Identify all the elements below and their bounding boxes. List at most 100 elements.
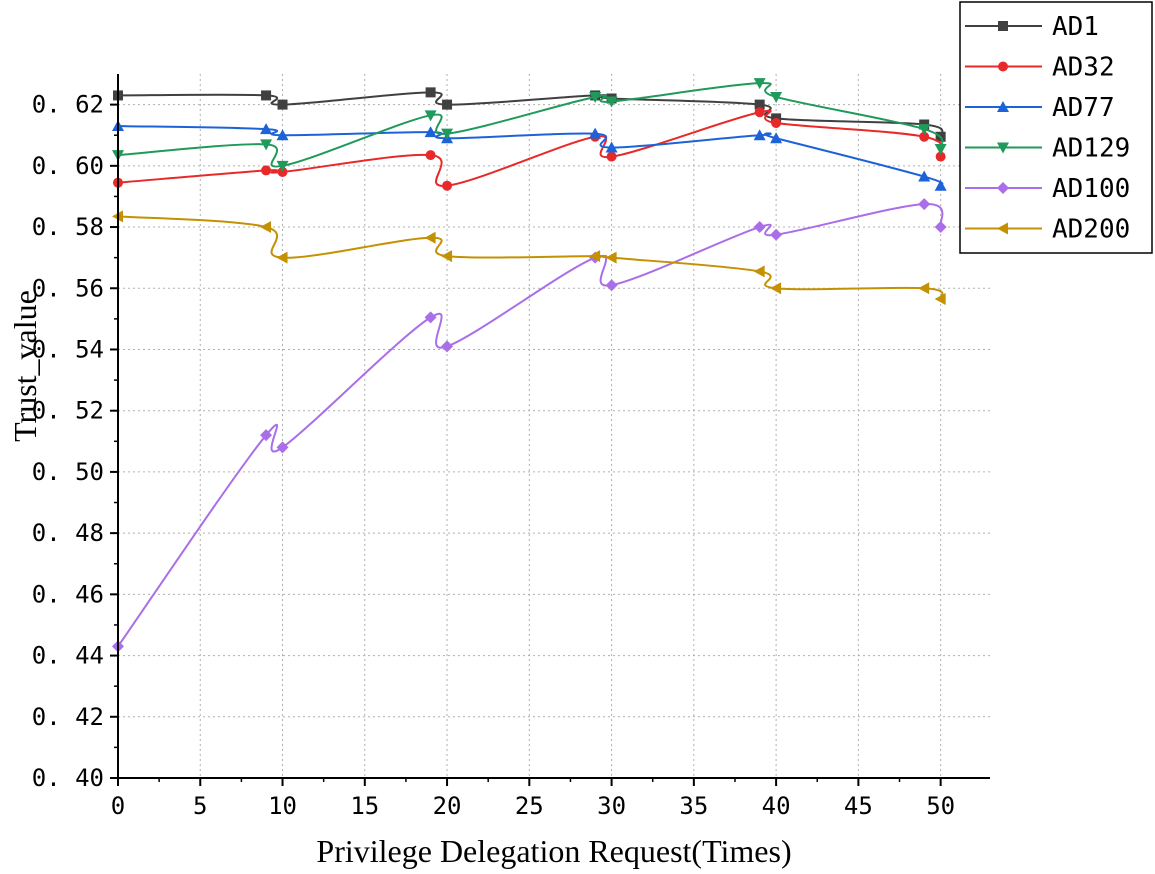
y-tick-label: 0. 62	[32, 91, 104, 119]
x-tick-label: 15	[350, 792, 379, 820]
data-point	[770, 91, 783, 103]
legend-swatch-marker	[997, 101, 1009, 112]
legend-swatch-marker	[998, 61, 1008, 72]
series-line	[117, 203, 944, 647]
data-point	[424, 110, 437, 122]
data-point	[589, 250, 601, 263]
y-tick-label: 0. 42	[32, 703, 104, 731]
data-point	[441, 250, 453, 263]
x-tick-label: 40	[762, 792, 791, 820]
series-ad129	[112, 78, 947, 172]
legend-swatch-marker	[998, 21, 1008, 31]
legend: AD1 AD32 AD77 AD129 AD100 AD200	[959, 1, 1153, 254]
legend-item: AD77	[965, 93, 1115, 123]
data-point	[934, 292, 946, 305]
data-point	[442, 99, 453, 110]
series-ad32	[113, 107, 946, 191]
legend-label: AD129	[1052, 134, 1130, 164]
data-point	[277, 166, 288, 177]
data-point	[276, 129, 289, 141]
data-point	[918, 198, 931, 211]
data-point	[753, 78, 766, 90]
legend-box	[959, 1, 1153, 254]
data-point	[770, 282, 782, 295]
data-point	[753, 221, 766, 234]
data-point	[260, 139, 273, 151]
y-tick-label: 0. 48	[32, 519, 104, 547]
data-point	[276, 441, 289, 454]
data-point	[605, 251, 617, 264]
y-tick-label: 0. 46	[32, 580, 104, 608]
series-lines	[112, 78, 947, 653]
data-point	[424, 311, 437, 324]
y-tick-label: 0. 56	[32, 274, 104, 302]
y-tick-label: 0. 54	[32, 335, 104, 363]
legend-label: AD200	[1052, 215, 1130, 245]
y-tick-label: 0. 44	[32, 642, 104, 670]
legend-swatch-marker	[997, 222, 1008, 235]
data-point	[261, 90, 272, 101]
data-point	[935, 151, 946, 162]
data-point	[260, 221, 272, 234]
x-tick-label: 50	[926, 792, 955, 820]
series-ad100	[112, 198, 947, 653]
data-point	[589, 127, 602, 139]
data-point	[919, 131, 930, 142]
legend-item: AD129	[965, 134, 1130, 164]
data-point	[605, 141, 618, 153]
data-point	[441, 340, 454, 353]
data-point	[605, 279, 618, 292]
data-point	[605, 96, 618, 108]
data-point	[754, 99, 765, 110]
series-line	[117, 109, 944, 187]
axes	[117, 74, 990, 779]
y-axis-title: Trust_value	[7, 290, 43, 442]
data-point	[424, 231, 436, 244]
data-point	[441, 128, 454, 140]
data-point	[753, 129, 766, 141]
data-point	[753, 265, 765, 278]
data-point	[424, 126, 437, 138]
x-tick-label: 10	[268, 792, 297, 820]
legend-label: AD1	[1052, 12, 1099, 42]
x-tick-label: 5	[193, 792, 207, 820]
series-line	[117, 91, 944, 138]
data-point	[918, 282, 930, 295]
series-line	[117, 82, 944, 168]
data-point	[260, 123, 273, 135]
y-tick-label: 0. 52	[32, 397, 104, 425]
data-point	[770, 228, 783, 241]
y-tick-label: 0. 60	[32, 152, 104, 180]
legend-item: AD100	[965, 174, 1130, 204]
data-point	[934, 221, 947, 234]
x-tick-label: 0	[111, 792, 125, 820]
x-tick-label: 25	[515, 792, 544, 820]
data-point	[277, 99, 288, 110]
y-tick-label: 0. 40	[32, 764, 104, 792]
data-point	[918, 124, 931, 136]
data-point	[276, 251, 288, 264]
x-axis-title: Privilege Delegation Request(Times)	[316, 833, 791, 869]
series-ad200	[112, 210, 946, 305]
legend-item: AD200	[965, 215, 1130, 245]
data-point	[589, 91, 602, 103]
x-ticks: 0 5 10 15 20 25 30 35 40 45 50	[111, 778, 955, 820]
data-point	[606, 151, 617, 162]
data-point	[771, 117, 782, 128]
data-point	[918, 170, 931, 182]
data-point	[934, 179, 947, 191]
x-tick-label: 35	[679, 792, 708, 820]
y-tick-label: 0. 58	[32, 213, 104, 241]
legend-label: AD100	[1052, 174, 1130, 204]
series-line	[117, 125, 944, 187]
grid	[118, 74, 990, 778]
data-point	[261, 165, 272, 176]
legend-label: AD32	[1052, 53, 1115, 83]
data-point	[260, 429, 273, 442]
legend-swatch-marker	[997, 142, 1009, 154]
legend-item: AD1	[965, 12, 1099, 42]
data-point	[754, 107, 765, 118]
x-tick-label: 20	[433, 792, 462, 820]
x-tick-label: 30	[597, 792, 626, 820]
